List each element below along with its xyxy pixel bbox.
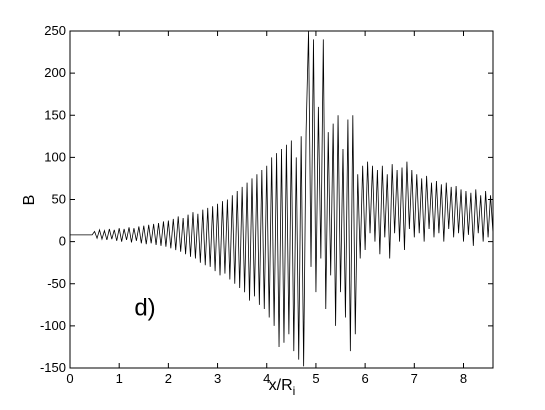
x-tick-label: 7	[411, 371, 418, 386]
x-tick-label: 0	[66, 371, 73, 386]
y-tick-label: 250	[44, 23, 66, 38]
y-tick-label: 100	[44, 149, 66, 164]
x-axis-label: x/Ri	[269, 377, 296, 398]
y-axis-label: B	[21, 195, 38, 206]
x-axis-label-sub: i	[293, 384, 296, 398]
y-tick-label: 200	[44, 65, 66, 80]
x-tick-label: 2	[165, 371, 172, 386]
y-tick-label: 150	[44, 107, 66, 122]
data-line	[70, 30, 494, 367]
x-tick-label: 4	[263, 371, 270, 386]
x-tick-label: 6	[361, 371, 368, 386]
x-axis-label-main: x/R	[269, 377, 293, 394]
x-tick-label: 3	[214, 371, 221, 386]
y-tick-label: -100	[40, 318, 66, 333]
annotation: d)	[134, 294, 155, 321]
x-tick-label: 1	[116, 371, 123, 386]
y-tick-label: -50	[47, 276, 66, 291]
y-tick-label: 50	[52, 192, 66, 207]
x-tick-label: 8	[460, 371, 467, 386]
y-tick-label: -150	[40, 360, 66, 375]
x-tick-label: 5	[312, 371, 319, 386]
y-tick-label: 0	[59, 234, 66, 249]
